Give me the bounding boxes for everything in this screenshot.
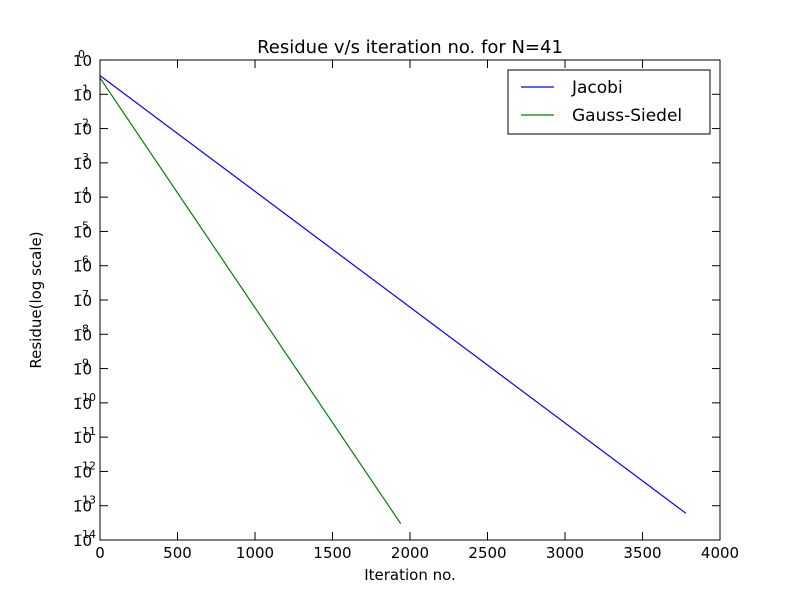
y-tick-exponent: -12 bbox=[78, 459, 96, 472]
y-tick-label: 10-3 bbox=[73, 151, 92, 173]
x-tick-label: 0 bbox=[95, 544, 105, 562]
axis-ticks bbox=[99, 59, 721, 541]
chart-title: Residue v/s iteration no. for N=41 bbox=[257, 37, 563, 58]
y-tick-exponent: -3 bbox=[78, 151, 89, 164]
y-tick-base: 10 bbox=[73, 189, 92, 207]
y-tick-base: 10 bbox=[73, 361, 92, 379]
x-tick-labels: 0 500 1000 1500 2000 2500 3000 3500 4000 bbox=[95, 544, 739, 562]
x-tick-label: 3500 bbox=[623, 544, 661, 562]
y-tick-base: 10 bbox=[73, 292, 92, 310]
y-tick-base: 10 bbox=[73, 326, 92, 344]
y-tick-base: 10 bbox=[73, 86, 92, 104]
y-tick-exponent: 0 bbox=[78, 48, 85, 61]
plot-lines bbox=[99, 75, 687, 524]
y-tick-label: 10-11 bbox=[73, 425, 96, 447]
y-tick-label: 100 bbox=[73, 48, 92, 70]
x-tick-label: 2500 bbox=[468, 544, 506, 562]
legend-box bbox=[507, 69, 711, 135]
y-tick-base: 10 bbox=[73, 532, 92, 550]
y-tick-base: 10 bbox=[73, 52, 92, 70]
legend-label: Gauss-Siedel bbox=[572, 106, 682, 126]
x-tick-label: 500 bbox=[163, 544, 192, 562]
x-tick-label: 4000 bbox=[701, 544, 739, 562]
y-tick-base: 10 bbox=[73, 258, 92, 276]
y-tick-label: 10-4 bbox=[73, 185, 92, 207]
y-tick-exponent: -4 bbox=[78, 185, 89, 198]
y-tick-exponent: -13 bbox=[78, 494, 96, 507]
y-tick-label: 10-8 bbox=[73, 322, 92, 344]
y-tick-label: 10-5 bbox=[73, 219, 92, 241]
y-tick-exponent: -5 bbox=[78, 219, 89, 232]
y-tick-exponent: -11 bbox=[78, 425, 96, 438]
y-tick-label: 10-2 bbox=[73, 117, 92, 139]
y-tick-exponent: -2 bbox=[78, 117, 89, 130]
y-tick-base: 10 bbox=[73, 223, 92, 241]
y-tick-exponent: -14 bbox=[78, 528, 96, 541]
legend: Jacobi Gauss-Siedel bbox=[507, 69, 711, 135]
y-tick-label: 10-1 bbox=[73, 82, 92, 104]
x-tick-label: 1000 bbox=[236, 544, 274, 562]
y-axis-label: Residue(log scale) bbox=[27, 231, 45, 368]
y-tick-label: 10-6 bbox=[73, 254, 92, 276]
y-tick-label: 10-7 bbox=[73, 288, 92, 310]
legend-label: Jacobi bbox=[571, 78, 623, 98]
series-line-1 bbox=[99, 77, 402, 524]
y-tick-label: 10-14 bbox=[73, 528, 96, 550]
y-tick-label: 10-12 bbox=[73, 459, 96, 481]
x-tick-label: 1500 bbox=[313, 544, 351, 562]
y-tick-base: 10 bbox=[73, 429, 92, 447]
x-tick-label: 2000 bbox=[391, 544, 429, 562]
y-tick-exponent: -1 bbox=[78, 82, 89, 95]
y-tick-labels: 10010-110-210-310-410-510-610-710-810-91… bbox=[73, 48, 96, 550]
y-tick-label: 10-10 bbox=[73, 391, 96, 413]
x-axis-label: Iteration no. bbox=[364, 566, 456, 584]
y-tick-label: 10-13 bbox=[73, 494, 96, 516]
x-tick-label: 3000 bbox=[546, 544, 584, 562]
y-tick-exponent: -10 bbox=[78, 391, 96, 404]
y-tick-base: 10 bbox=[73, 121, 92, 139]
y-tick-base: 10 bbox=[73, 498, 92, 516]
y-tick-base: 10 bbox=[73, 463, 92, 481]
y-tick-exponent: -6 bbox=[78, 254, 89, 267]
series-line-0 bbox=[99, 75, 687, 514]
y-tick-exponent: -9 bbox=[78, 357, 89, 370]
y-tick-label: 10-9 bbox=[73, 357, 92, 379]
y-tick-base: 10 bbox=[73, 395, 92, 413]
y-tick-base: 10 bbox=[73, 155, 92, 173]
y-tick-exponent: -8 bbox=[78, 322, 89, 335]
y-tick-exponent: -7 bbox=[78, 288, 89, 301]
